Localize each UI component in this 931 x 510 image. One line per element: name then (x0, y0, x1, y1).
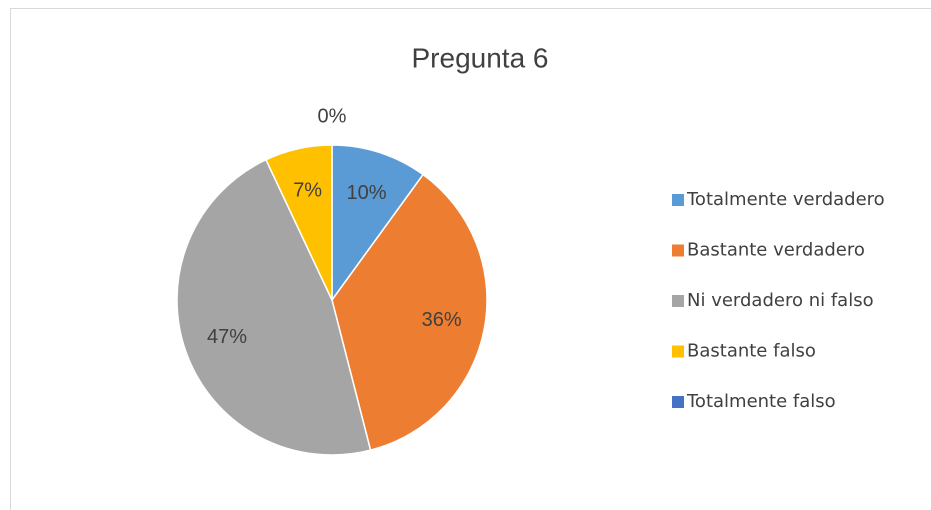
legend-swatch (672, 345, 684, 358)
legend-label: Bastante verdadero (687, 240, 865, 261)
pie-slice (265, 144, 333, 301)
data-label: 0% (318, 105, 347, 127)
data-label: 10% (346, 182, 386, 204)
pie-slice (176, 158, 372, 456)
data-label: 36% (422, 309, 462, 331)
legend-swatch (672, 396, 684, 408)
legend-label: Totalmente falso (686, 391, 836, 412)
legend-swatch (672, 295, 684, 307)
chart-title: Pregunta 6 (412, 42, 549, 73)
legend-swatch (672, 244, 684, 257)
legend-label: Ni verdadero ni falso (687, 290, 874, 311)
chart-border (10, 8, 931, 510)
legend-label: Bastante falso (687, 341, 816, 362)
pie-slice (331, 173, 488, 452)
data-label: 47% (207, 326, 247, 348)
legend-swatch (672, 194, 684, 206)
legend-label: Totalmente verdadero (686, 189, 885, 210)
data-label: 7% (293, 179, 322, 201)
pie-slice (331, 144, 425, 303)
